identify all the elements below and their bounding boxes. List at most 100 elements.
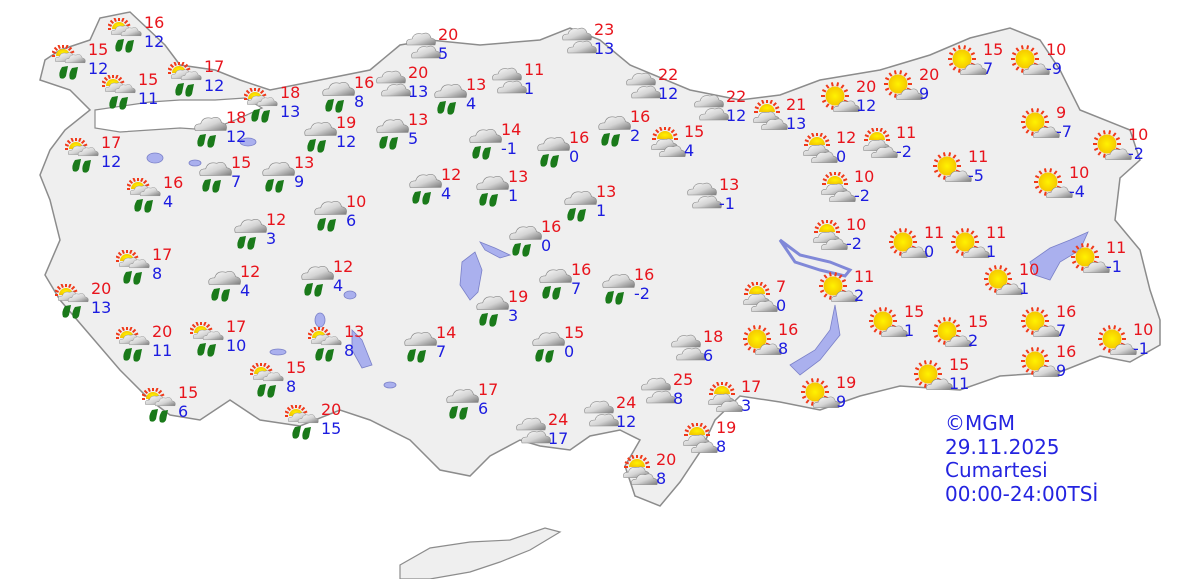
max-temp: 17 — [101, 133, 122, 152]
min-temp: 12 — [726, 106, 747, 125]
min-temp: 11 — [152, 341, 173, 360]
min-temp: 0 — [569, 147, 580, 166]
min-temp: 12 — [856, 96, 877, 115]
min-temp: -2 — [846, 234, 862, 253]
station-forecast: 17 12 — [65, 133, 125, 178]
station-forecast: 18 6 — [667, 327, 727, 372]
max-temp: 18 — [226, 108, 247, 127]
max-temp: 15 — [231, 153, 252, 172]
max-temp: 22 — [726, 87, 747, 106]
max-temp: 16 — [354, 73, 375, 92]
min-temp: 12 — [226, 127, 247, 146]
station-forecast: 11 -1 — [1070, 240, 1130, 283]
min-temp: 8 — [673, 389, 684, 408]
station-forecast: 13 1 — [472, 167, 532, 212]
min-temp: 8 — [152, 264, 163, 283]
min-temp: 7 — [231, 172, 242, 191]
min-temp: 1 — [596, 201, 607, 220]
mostly-sunny-icon — [1021, 108, 1060, 138]
lake-hirfanli — [479, 241, 512, 259]
max-temp: 9 — [1056, 103, 1067, 122]
station-forecast: 14 7 — [400, 325, 460, 368]
station-forecast: 12 4 — [204, 264, 264, 307]
station-forecast: 20 11 — [116, 324, 176, 367]
lake-ataturk — [789, 304, 841, 376]
station-forecast: 17 10 — [190, 319, 250, 362]
min-temp: 10 — [226, 336, 247, 355]
station-forecast: 24 17 — [512, 412, 572, 455]
station-forecast: 17 8 — [116, 247, 176, 290]
min-temp: 8 — [344, 341, 355, 360]
cloudy-icon — [626, 72, 661, 99]
max-temp: 13 — [466, 75, 487, 94]
station-forecast: 22 12 — [622, 65, 682, 110]
max-temp: 12 — [266, 210, 287, 229]
max-temp: 15 — [949, 355, 970, 374]
max-temp: 13 — [508, 167, 529, 186]
rain-icon — [469, 129, 502, 160]
partly-cloudy-icon — [743, 282, 778, 312]
station-forecast: 16 4 — [127, 175, 187, 218]
max-temp: 10 — [1128, 125, 1149, 144]
cloudy-icon — [687, 182, 722, 209]
min-temp: 2 — [854, 286, 865, 305]
rain-icon — [194, 117, 227, 148]
min-temp: 13 — [594, 39, 615, 58]
max-temp: 13 — [596, 182, 617, 201]
min-temp: 0 — [836, 147, 847, 166]
mostly-sunny-icon — [1098, 325, 1137, 355]
sun-cloud-rain-icon — [52, 45, 86, 80]
partly-cloudy-icon — [803, 133, 838, 163]
mostly-sunny-icon — [914, 360, 953, 390]
cloudy-icon — [406, 32, 441, 59]
min-temp: -2 — [1128, 144, 1144, 163]
max-temp: 23 — [594, 20, 615, 39]
lake-ulubat — [188, 159, 202, 167]
min-temp: 3 — [508, 306, 519, 325]
max-temp: 11 — [968, 147, 989, 166]
station-forecast: 15 4 — [648, 124, 708, 167]
station-forecast: 11 -2 — [860, 123, 920, 168]
station-forecast: 11 0 — [888, 223, 948, 268]
max-temp: 22 — [658, 65, 679, 84]
max-temp: 20 — [919, 65, 940, 84]
rain-icon — [262, 162, 295, 193]
mostly-sunny-icon — [951, 228, 990, 258]
station-forecast: 15 2 — [932, 312, 992, 357]
mostly-sunny-icon — [948, 45, 987, 75]
mostly-sunny-icon — [821, 82, 860, 112]
max-temp: 21 — [786, 95, 807, 114]
partly-cloudy-icon — [813, 220, 848, 250]
max-temp: 15 — [178, 383, 199, 402]
partly-cloudy-icon — [753, 100, 788, 130]
station-forecast: 20 12 — [820, 79, 880, 122]
max-temp: 11 — [986, 223, 1007, 242]
min-temp: 8 — [778, 339, 789, 358]
min-temp: 11 — [138, 89, 159, 108]
max-temp: 11 — [924, 223, 945, 242]
station-forecast: 10 -2 — [810, 217, 870, 260]
station-forecast: 10 6 — [310, 194, 370, 237]
max-temp: 16 — [571, 260, 592, 279]
max-temp: 11 — [896, 123, 917, 142]
max-temp: 18 — [703, 327, 724, 346]
max-temp: 10 — [1069, 163, 1090, 182]
max-temp: 17 — [741, 377, 762, 396]
min-temp: 4 — [240, 281, 251, 300]
station-forecast: 12 4 — [297, 259, 357, 302]
cloudy-icon — [376, 70, 411, 97]
station-forecast: 9 -7 — [1020, 103, 1080, 148]
min-temp: -5 — [968, 166, 984, 185]
station-forecast: 16 0 — [505, 219, 565, 262]
sun-cloud-rain-icon — [285, 405, 319, 440]
partly-cloudy-icon — [821, 172, 856, 202]
min-temp: -2 — [634, 284, 650, 303]
min-temp: 13 — [786, 114, 807, 133]
rain-icon — [434, 84, 467, 115]
cyprus — [399, 527, 562, 579]
max-temp: 15 — [968, 312, 989, 331]
max-temp: 17 — [478, 380, 499, 399]
rain-icon — [598, 116, 631, 147]
station-forecast: 15 6 — [142, 383, 202, 428]
